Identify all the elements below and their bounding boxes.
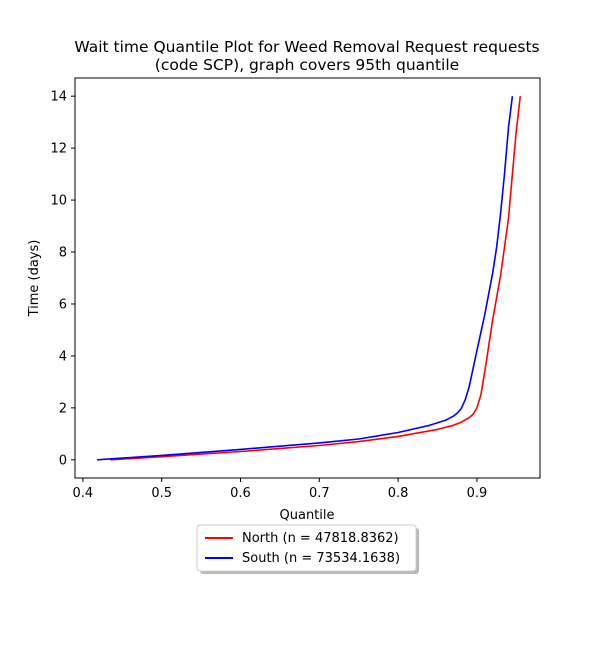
y-tick-label: 0 bbox=[59, 453, 67, 468]
chart-title-line-2: (code SCP), graph covers 95th quantile bbox=[155, 56, 459, 74]
y-tick-label: 14 bbox=[50, 90, 67, 105]
legend-label-south: South (n = 73534.1638) bbox=[242, 551, 400, 566]
series-line-south bbox=[97, 96, 514, 461]
axes-frame bbox=[74, 77, 541, 479]
x-axis-label: Quantile bbox=[280, 508, 335, 523]
legend-box bbox=[196, 524, 417, 572]
y-tick-label: 8 bbox=[59, 246, 67, 261]
x-tick-label: 0.6 bbox=[230, 486, 251, 501]
legend-label-north: North (n = 47818.8362) bbox=[242, 531, 399, 546]
x-tick-label: 0.9 bbox=[467, 486, 488, 501]
legend: North (n = 47818.8362) South (n = 73534.… bbox=[196, 524, 419, 574]
y-tick-label: 6 bbox=[59, 297, 67, 312]
x-tick-label: 0.4 bbox=[73, 486, 94, 501]
y-tick-label: 12 bbox=[50, 142, 67, 157]
x-tick-label: 0.8 bbox=[388, 486, 409, 501]
y-tick-label: 4 bbox=[59, 349, 67, 364]
series-line-north bbox=[110, 96, 522, 461]
y-tick-label: 10 bbox=[50, 194, 67, 209]
y-tick-label: 2 bbox=[59, 401, 67, 416]
chart-title-line-1: Wait time Quantile Plot for Weed Removal… bbox=[74, 38, 539, 56]
x-tick-label: 0.7 bbox=[309, 486, 330, 501]
y-axis-label: Time (days) bbox=[27, 240, 42, 318]
plot-area: 0.4 0.5 0.6 0.7 0.8 0.9 0 2 4 6 8 10 12 14 bbox=[50, 77, 541, 501]
x-tick-label: 0.5 bbox=[151, 486, 172, 501]
